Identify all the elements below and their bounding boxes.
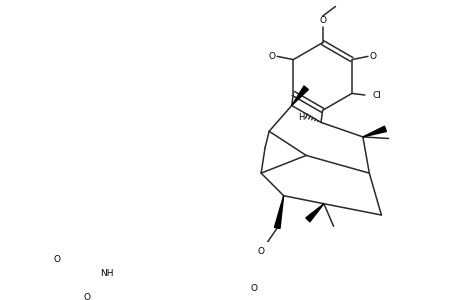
Text: O: O: [84, 293, 90, 300]
Text: O: O: [257, 247, 264, 256]
Polygon shape: [362, 126, 386, 137]
Text: O: O: [53, 255, 60, 264]
Polygon shape: [274, 196, 283, 229]
Text: NH: NH: [101, 269, 114, 278]
Text: H: H: [297, 113, 303, 122]
Text: O: O: [369, 52, 375, 61]
Polygon shape: [305, 204, 323, 222]
Text: O: O: [269, 52, 275, 61]
Text: O: O: [319, 16, 326, 26]
Text: O: O: [250, 284, 257, 293]
Polygon shape: [291, 86, 308, 106]
Text: Cl: Cl: [372, 91, 381, 100]
